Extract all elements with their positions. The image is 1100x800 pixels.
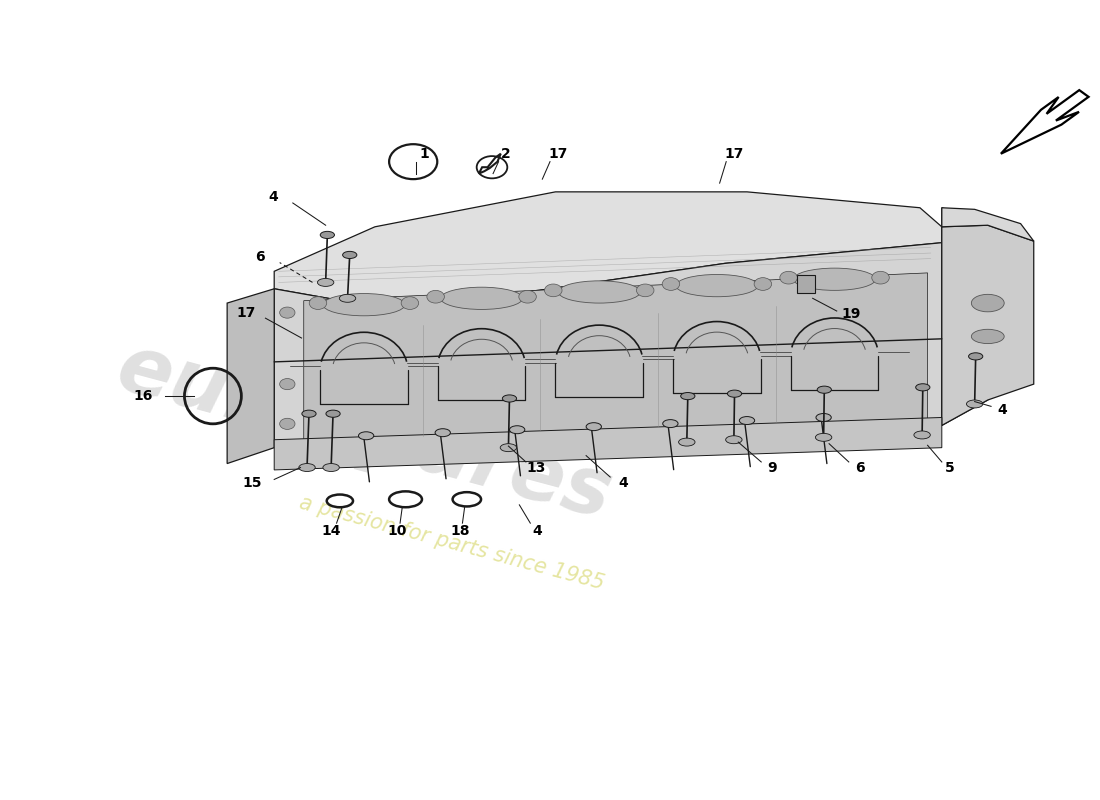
Text: 9: 9 [768,461,777,474]
Polygon shape [942,208,1034,241]
Ellipse shape [339,294,355,302]
Ellipse shape [436,429,450,437]
Circle shape [637,284,654,297]
Circle shape [544,284,562,297]
Circle shape [402,297,419,310]
Ellipse shape [558,281,640,303]
Ellipse shape [342,251,356,258]
Ellipse shape [320,231,334,238]
Polygon shape [304,273,927,440]
Text: 6: 6 [255,250,265,264]
Ellipse shape [675,274,758,297]
Text: 4: 4 [532,524,541,538]
Text: 15: 15 [243,477,262,490]
Ellipse shape [441,287,522,310]
Ellipse shape [967,400,983,408]
Circle shape [780,271,798,284]
Circle shape [519,290,537,303]
Text: 2: 2 [502,146,512,161]
Ellipse shape [318,278,333,286]
Text: 10: 10 [387,524,407,538]
Ellipse shape [359,432,374,440]
Polygon shape [942,208,988,426]
Text: 13: 13 [526,461,546,474]
FancyBboxPatch shape [798,275,815,293]
Text: 6: 6 [855,461,865,474]
Text: eurospares: eurospares [108,328,620,535]
Ellipse shape [323,294,405,316]
Text: 16: 16 [133,389,153,403]
Text: 17: 17 [548,146,568,161]
Ellipse shape [299,463,316,471]
Circle shape [662,278,680,290]
Polygon shape [274,192,942,305]
Text: 4: 4 [618,477,628,490]
Circle shape [755,278,771,290]
Text: 17: 17 [724,146,744,161]
Text: 14: 14 [321,524,341,538]
Ellipse shape [817,386,832,394]
Text: 19: 19 [842,307,860,321]
Text: 4: 4 [268,190,278,205]
Text: a passion for parts since 1985: a passion for parts since 1985 [297,493,606,594]
Text: 4: 4 [997,402,1006,417]
Ellipse shape [914,431,931,439]
Ellipse shape [500,444,517,452]
Circle shape [427,290,444,303]
Ellipse shape [915,384,930,391]
Ellipse shape [969,353,982,360]
Text: 18: 18 [451,524,470,538]
Circle shape [279,378,295,390]
Ellipse shape [816,414,832,422]
Ellipse shape [815,434,832,442]
Ellipse shape [971,294,1004,312]
Ellipse shape [509,426,525,434]
Polygon shape [942,226,1034,426]
Ellipse shape [726,436,742,444]
Ellipse shape [971,330,1004,343]
Text: 1: 1 [419,146,429,161]
Ellipse shape [793,268,876,290]
Ellipse shape [727,390,741,398]
Ellipse shape [323,463,339,471]
Text: 17: 17 [236,306,255,320]
Text: 5: 5 [945,461,955,474]
Circle shape [309,297,327,310]
Ellipse shape [681,393,695,400]
Ellipse shape [301,410,316,418]
Circle shape [872,271,889,284]
Circle shape [279,418,295,430]
Ellipse shape [326,410,340,418]
Ellipse shape [679,438,695,446]
Polygon shape [274,418,942,470]
Ellipse shape [586,422,602,430]
Polygon shape [274,242,942,465]
Ellipse shape [662,420,678,427]
Polygon shape [227,289,274,463]
Ellipse shape [739,417,755,425]
Ellipse shape [503,395,517,402]
Circle shape [279,307,295,318]
